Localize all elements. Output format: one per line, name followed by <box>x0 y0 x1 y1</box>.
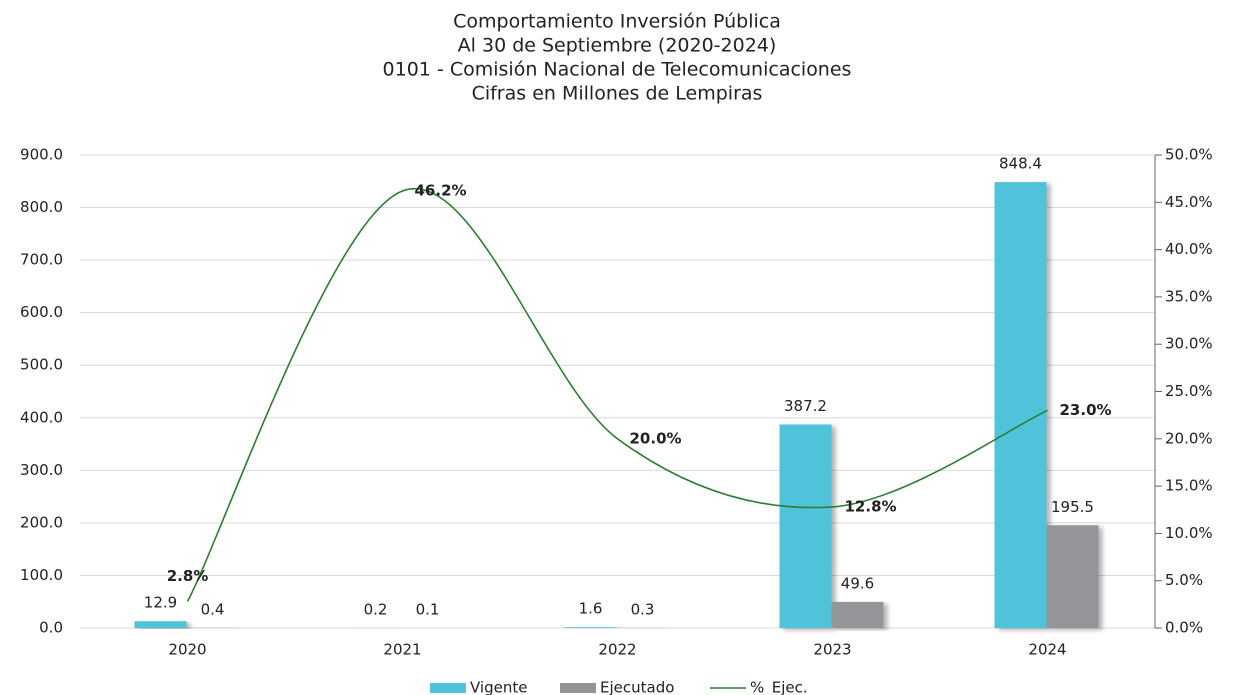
legend-swatch <box>560 683 596 693</box>
y2-tick-label: 15.0% <box>1165 477 1213 495</box>
x-tick-label: 2020 <box>168 641 206 659</box>
x-tick-label: 2024 <box>1028 641 1066 659</box>
y2-tick-label: 40.0% <box>1165 240 1213 258</box>
y2-tick-label: 20.0% <box>1165 429 1213 447</box>
y2-tick-label: 10.0% <box>1165 524 1213 542</box>
legend-label: %_Ejec. <box>750 679 808 695</box>
data-label: 195.5 <box>1051 498 1094 516</box>
legend-label: Ejecutado <box>600 679 674 695</box>
y2-tick-label: 5.0% <box>1165 571 1203 589</box>
x-tick-label: 2023 <box>813 641 851 659</box>
y2-tick-label: 45.0% <box>1165 193 1213 211</box>
data-label: 0.4 <box>201 600 225 618</box>
data-label: 1.6 <box>579 600 603 618</box>
chart-title: Comportamiento Inversión Pública <box>453 11 781 33</box>
y-tick-label: 300.0 <box>20 461 63 479</box>
data-label: 2.8% <box>167 567 209 585</box>
y2-tick-label: 30.0% <box>1165 335 1213 353</box>
y-tick-label: 400.0 <box>20 408 63 426</box>
y-tick-label: 100.0 <box>20 566 63 584</box>
data-label: 20.0% <box>630 429 682 447</box>
data-label: 12.8% <box>845 497 897 515</box>
legend-label: Vigente <box>470 679 527 695</box>
x-tick-label: 2021 <box>383 641 421 659</box>
y2-tick-label: 35.0% <box>1165 287 1213 305</box>
bar <box>1046 525 1099 628</box>
data-label: 0.1 <box>416 600 440 618</box>
bar <box>831 601 884 628</box>
data-label: 387.2 <box>784 397 827 415</box>
legend-swatch <box>430 683 466 693</box>
data-label: 46.2% <box>415 181 467 199</box>
y-tick-label: 900.0 <box>20 146 63 164</box>
data-label: 848.4 <box>999 155 1042 173</box>
y-tick-label: 0.0 <box>39 619 63 637</box>
y2-tick-label: 0.0% <box>1165 619 1203 637</box>
data-label: 49.6 <box>841 574 874 592</box>
y2-tick-label: 25.0% <box>1165 382 1213 400</box>
line <box>186 187 1048 602</box>
y-tick-label: 600.0 <box>20 303 63 321</box>
y-tick-label: 200.0 <box>20 513 63 531</box>
y-tick-label: 500.0 <box>20 356 63 374</box>
x-tick-label: 2022 <box>598 641 636 659</box>
data-label: 0.3 <box>631 600 655 618</box>
chart-title: Al 30 de Septiembre (2020-2024) <box>458 35 777 57</box>
chart-title: 0101 - Comisión Nacional de Telecomunica… <box>383 59 852 81</box>
data-label: 0.2 <box>364 600 388 618</box>
y-tick-label: 700.0 <box>20 251 63 269</box>
bar <box>994 182 1047 629</box>
bar <box>564 627 617 628</box>
y2-tick-label: 50.0% <box>1165 146 1213 164</box>
bar <box>134 621 187 628</box>
y-tick-label: 800.0 <box>20 198 63 216</box>
data-label: 12.9 <box>144 594 177 612</box>
bar <box>779 424 832 628</box>
data-label: 23.0% <box>1060 401 1112 419</box>
chart-title: Cifras en Millones de Lempiras <box>472 83 763 105</box>
